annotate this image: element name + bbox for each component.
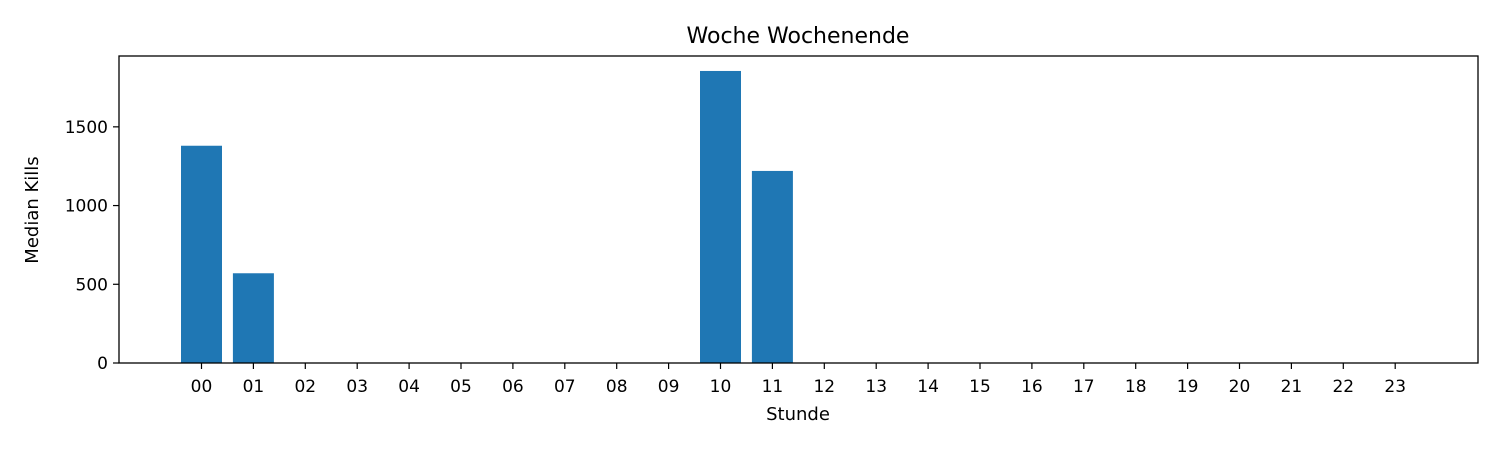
x-tick-label: 00 <box>191 377 213 397</box>
bar-00 <box>181 145 222 363</box>
y-axis-label: Median Kills <box>22 156 43 263</box>
x-axis-ticks: 00 01 02 03 04 05 06 07 08 09 10 11 12 13 14 15 16 17 18 19… <box>191 363 1406 397</box>
x-tick-label: 08 <box>606 377 628 397</box>
x-tick-label: 23 <box>1384 377 1406 397</box>
x-tick-label: 06 <box>502 377 524 397</box>
bar-01 <box>232 273 274 363</box>
x-tick-label: 18 <box>1125 377 1147 397</box>
y-axis-ticks: 0 500 1000 1500 <box>65 118 119 374</box>
x-tick-label: 14 <box>917 377 939 397</box>
x-tick-label: 21 <box>1281 377 1303 397</box>
x-axis-label: Stunde <box>766 404 830 425</box>
x-tick-label: 05 <box>450 377 472 397</box>
x-tick-label: 16 <box>1021 377 1043 397</box>
x-tick-label: 17 <box>1073 377 1095 397</box>
x-tick-label: 04 <box>398 377 420 397</box>
x-tick-label: 03 <box>346 377 368 397</box>
x-tick-label: 22 <box>1332 377 1354 397</box>
x-tick-label: 12 <box>813 377 835 397</box>
plot-frame <box>118 55 1479 364</box>
chart-title: Woche Wochenende <box>687 24 910 49</box>
x-tick-label: 20 <box>1229 377 1251 397</box>
bars-group <box>181 70 793 364</box>
y-tick-label: 1500 <box>65 118 108 138</box>
x-tick-label: 09 <box>658 377 680 397</box>
y-tick-label: 0 <box>97 354 108 374</box>
x-tick-label: 19 <box>1177 377 1199 397</box>
bar-10 <box>700 70 741 364</box>
y-tick-label: 500 <box>76 275 108 295</box>
x-tick-label: 15 <box>969 377 991 397</box>
x-tick-label: 10 <box>710 377 732 397</box>
x-tick-label: 13 <box>865 377 887 397</box>
x-tick-label: 11 <box>762 377 784 397</box>
y-tick-label: 1000 <box>65 197 108 217</box>
bar-11 <box>751 170 793 363</box>
x-tick-label: 02 <box>294 377 316 397</box>
x-tick-label: 07 <box>554 377 576 397</box>
x-tick-label: 01 <box>243 377 265 397</box>
